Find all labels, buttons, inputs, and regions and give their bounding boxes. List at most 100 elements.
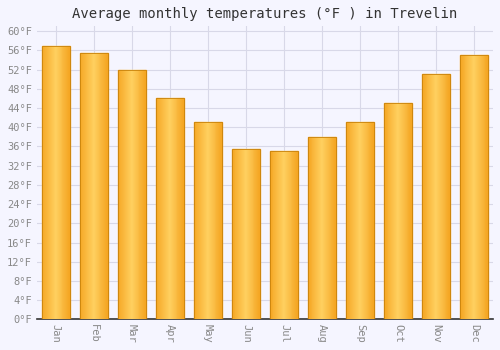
Bar: [220, 122, 221, 320]
Bar: [128, 70, 129, 320]
Bar: [127, 70, 128, 320]
Bar: [426, 74, 428, 320]
Bar: [69, 46, 70, 320]
Bar: [361, 122, 362, 320]
Bar: [478, 55, 479, 320]
Bar: [410, 103, 412, 320]
Bar: [466, 55, 468, 320]
Bar: [247, 149, 248, 320]
Bar: [360, 122, 361, 320]
Bar: [384, 103, 412, 320]
Bar: [214, 122, 216, 320]
Bar: [206, 122, 207, 320]
Bar: [439, 74, 440, 320]
Bar: [142, 70, 144, 320]
Bar: [129, 70, 130, 320]
Bar: [140, 70, 141, 320]
Bar: [201, 122, 202, 320]
Bar: [323, 137, 324, 320]
Bar: [236, 149, 238, 320]
Bar: [133, 70, 134, 320]
Bar: [156, 98, 184, 320]
Bar: [124, 70, 125, 320]
Bar: [276, 151, 278, 320]
Bar: [433, 74, 434, 320]
Bar: [136, 70, 138, 320]
Bar: [207, 122, 208, 320]
Bar: [66, 46, 67, 320]
Bar: [328, 137, 330, 320]
Bar: [208, 122, 209, 320]
Bar: [284, 151, 285, 320]
Bar: [350, 122, 352, 320]
Bar: [308, 137, 336, 320]
Bar: [138, 70, 140, 320]
Bar: [167, 98, 168, 320]
Bar: [91, 53, 92, 320]
Bar: [352, 122, 354, 320]
Bar: [94, 53, 95, 320]
Bar: [87, 53, 88, 320]
Bar: [424, 74, 426, 320]
Bar: [89, 53, 90, 320]
Bar: [203, 122, 204, 320]
Bar: [93, 53, 94, 320]
Bar: [51, 46, 52, 320]
Bar: [282, 151, 283, 320]
Bar: [290, 151, 292, 320]
Bar: [96, 53, 98, 320]
Bar: [401, 103, 402, 320]
Bar: [432, 74, 433, 320]
Bar: [437, 74, 438, 320]
Bar: [280, 151, 281, 320]
Bar: [392, 103, 394, 320]
Bar: [476, 55, 477, 320]
Bar: [281, 151, 282, 320]
Bar: [436, 74, 437, 320]
Bar: [44, 46, 46, 320]
Bar: [170, 98, 171, 320]
Bar: [52, 46, 53, 320]
Bar: [64, 46, 66, 320]
Bar: [244, 149, 245, 320]
Bar: [460, 55, 488, 320]
Bar: [82, 53, 84, 320]
Bar: [364, 122, 366, 320]
Bar: [326, 137, 328, 320]
Bar: [479, 55, 480, 320]
Bar: [368, 122, 370, 320]
Bar: [358, 122, 359, 320]
Bar: [270, 151, 298, 320]
Bar: [53, 46, 54, 320]
Bar: [482, 55, 484, 320]
Bar: [384, 103, 386, 320]
Bar: [221, 122, 222, 320]
Bar: [475, 55, 476, 320]
Bar: [319, 137, 320, 320]
Bar: [125, 70, 126, 320]
Bar: [438, 74, 439, 320]
Bar: [279, 151, 280, 320]
Bar: [408, 103, 410, 320]
Bar: [356, 122, 357, 320]
Bar: [474, 55, 475, 320]
Bar: [314, 137, 316, 320]
Bar: [131, 70, 132, 320]
Bar: [122, 70, 124, 320]
Bar: [320, 137, 321, 320]
Bar: [84, 53, 86, 320]
Bar: [324, 137, 325, 320]
Bar: [241, 149, 242, 320]
Bar: [90, 53, 91, 320]
Bar: [370, 122, 372, 320]
Bar: [200, 122, 201, 320]
Bar: [390, 103, 392, 320]
Bar: [218, 122, 220, 320]
Bar: [168, 98, 169, 320]
Bar: [240, 149, 241, 320]
Bar: [258, 149, 259, 320]
Bar: [92, 53, 93, 320]
Bar: [183, 98, 184, 320]
Bar: [359, 122, 360, 320]
Bar: [470, 55, 471, 320]
